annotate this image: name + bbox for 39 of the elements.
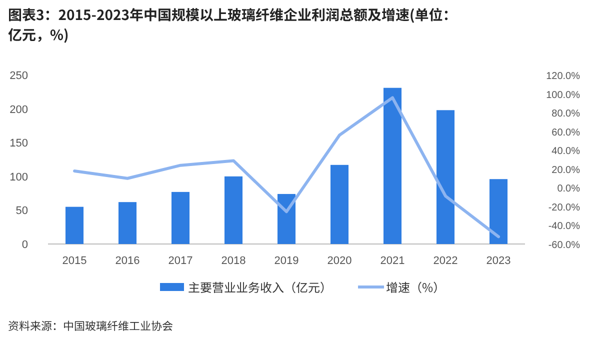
y-tick-label: 0 <box>22 239 28 251</box>
bar <box>171 192 190 244</box>
line-series <box>73 96 500 238</box>
bar <box>277 194 296 244</box>
bar <box>118 202 137 244</box>
x-tick-label: 2021 <box>380 255 405 267</box>
y2-tick-label: 0.0% <box>557 184 580 195</box>
chart-title: 图表3：2015-2023年中国规模以上玻璃纤维企业利润总额及增速(单位：亿元，%) <box>8 5 457 45</box>
bar <box>383 88 402 244</box>
x-tick-label: 2018 <box>221 255 246 267</box>
y2-tick-label: -20.0% <box>548 202 580 214</box>
y-tick-label: 100 <box>10 171 28 184</box>
x-tick-label: 2017 <box>168 255 193 267</box>
y-tick-label: 250 <box>10 70 28 82</box>
y2-tick-label: -40.0% <box>548 221 580 232</box>
y2-tick-label: 20.0% <box>552 164 580 176</box>
y-tick-label: 200 <box>10 104 28 116</box>
y-tick-label: 150 <box>10 138 28 150</box>
y2-tick-label: 120.0% <box>546 71 580 82</box>
y2-tick-label: 40.0% <box>552 146 580 158</box>
bar <box>330 164 349 244</box>
legend-label: 主要营业业务收入（亿元） <box>188 279 332 296</box>
x-tick-label: 2023 <box>486 255 511 267</box>
x-tick-label: 2016 <box>115 255 140 267</box>
y2-tick-label: 80.0% <box>552 108 580 120</box>
bar <box>489 179 508 244</box>
bar <box>65 206 84 244</box>
x-tick-label: 2015 <box>62 255 87 267</box>
legend-label: 增速（%） <box>386 279 446 296</box>
x-tick-label: 2020 <box>327 255 352 267</box>
y2-tick-label: 60.0% <box>552 127 580 138</box>
x-tick-label: 2019 <box>274 255 299 267</box>
y2-tick-label: 100.0% <box>546 90 580 101</box>
bar <box>224 176 243 244</box>
y2-tick-label: -60.0% <box>548 240 580 251</box>
x-tick-label: 2022 <box>433 255 458 267</box>
y-tick-label: 50 <box>16 205 28 218</box>
bar <box>436 110 455 244</box>
text: 资料来源：中国玻璃纤维工业协会 <box>8 318 173 334</box>
